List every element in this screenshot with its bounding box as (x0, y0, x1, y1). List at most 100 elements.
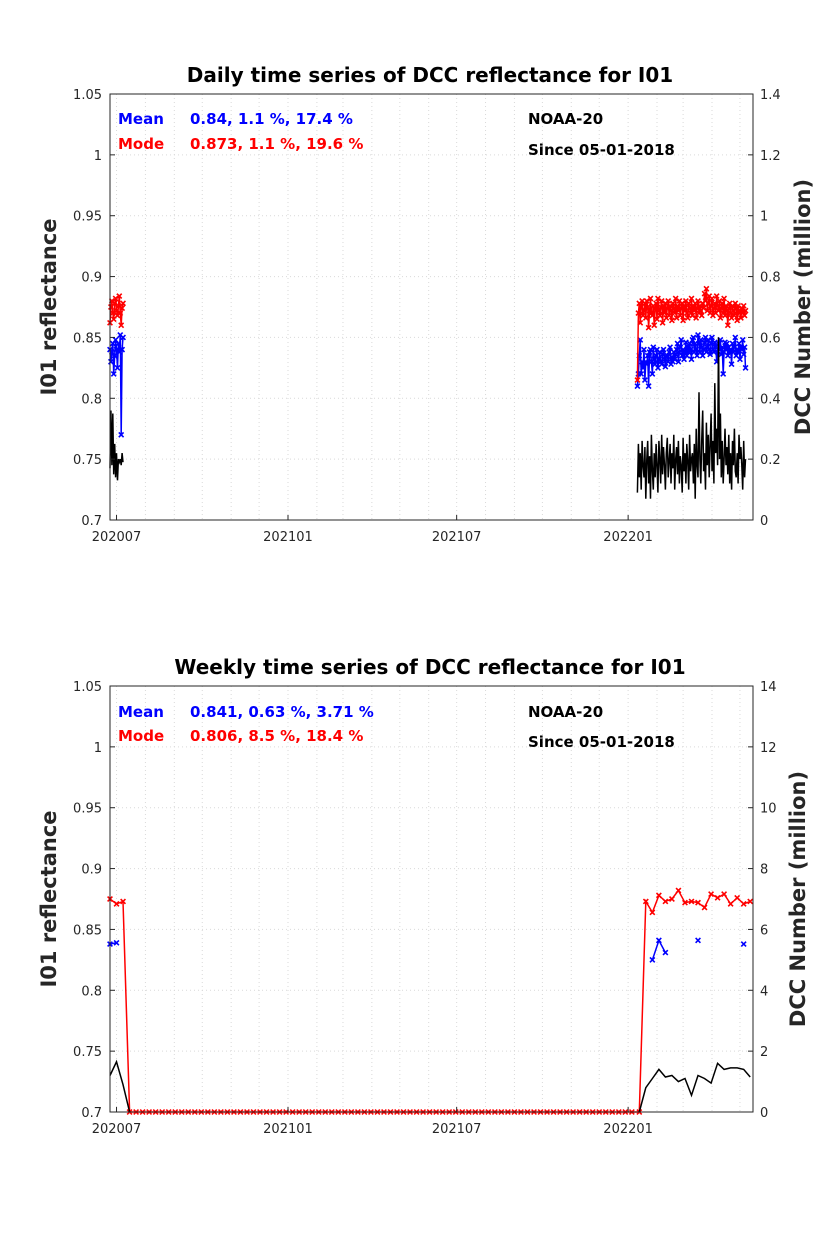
daily-mode-point (672, 295, 679, 302)
weekly-plot-frame (109, 685, 754, 1113)
daily-mean-point (707, 351, 714, 358)
daily-mode-label: Mode (118, 135, 164, 153)
daily-mean-point (697, 336, 704, 343)
daily-chart: Daily time series of DCC reflectance for… (37, 63, 815, 545)
daily-mean-point (740, 351, 747, 358)
weekly-x-tick-label: 202007 (92, 1122, 142, 1137)
daily-mode-point (642, 314, 649, 321)
weekly-y2-axis-label: DCC Number (million) (786, 771, 810, 1027)
weekly-x-tick-label: 202101 (263, 1122, 313, 1137)
daily-x-tick-label: 202007 (92, 530, 142, 545)
daily-y-tick-label: 1 (94, 149, 102, 164)
daily-mode-point (656, 312, 663, 319)
weekly-y2-tick-label: 12 (760, 741, 777, 756)
daily-y-axis-label: I01 reflectance (37, 218, 61, 395)
daily-mode-point (741, 312, 748, 319)
daily-mean-point (693, 346, 700, 353)
daily-mode-point (680, 317, 687, 324)
daily-y-tick-label: 0.9 (81, 271, 102, 286)
daily-mode-point (116, 293, 123, 300)
daily-y2-tick-label: 0.6 (760, 331, 781, 346)
daily-mode-point (724, 322, 731, 329)
weekly-mode-point (688, 898, 695, 905)
weekly-mode-point (727, 900, 734, 907)
weekly-y2-tick-label: 4 (760, 984, 768, 999)
daily-mean-point (643, 361, 650, 368)
weekly-y-tick-label: 1 (94, 741, 102, 756)
daily-mode-point (117, 310, 124, 317)
daily-y2-tick-label: 0.4 (760, 392, 781, 407)
daily-y2-tick-label: 0.2 (760, 453, 781, 468)
daily-mode-point (634, 377, 641, 383)
daily-y-tick-label: 0.85 (73, 331, 102, 346)
daily-mode-point (668, 317, 675, 324)
weekly-chart: Weekly time series of DCC reflectance fo… (37, 655, 810, 1137)
daily-mean-point (708, 340, 715, 347)
daily-mode-point (725, 305, 732, 312)
daily-mode-point (714, 302, 721, 309)
weekly-mode-point (708, 891, 715, 898)
daily-mean-point (683, 352, 690, 359)
daily-mean-point (723, 340, 730, 347)
daily-mean-point (687, 346, 694, 353)
weekly-y-tick-label: 1.05 (73, 680, 102, 695)
daily-mode-point (665, 297, 672, 304)
daily-mean-label: Mean (118, 110, 164, 128)
daily-mode-point (700, 305, 707, 312)
daily-mean-point (118, 431, 125, 438)
weekly-mode-point (721, 891, 728, 898)
daily-mean-point (736, 356, 743, 363)
daily-mode-point (674, 302, 681, 309)
daily-mean-point (115, 340, 122, 347)
daily-mode-point (671, 310, 678, 317)
daily-mode-point (721, 295, 728, 302)
daily-mode-point (666, 312, 673, 319)
daily-mode-point (709, 295, 715, 302)
weekly-since-label: Since 05-01-2018 (528, 733, 675, 751)
daily-dcc-number-line (109, 410, 124, 481)
daily-mean-point (641, 377, 648, 383)
daily-mean-point (649, 370, 656, 377)
daily-y2-tick-label: 1.4 (760, 88, 781, 103)
weekly-x-tick-label: 202107 (432, 1122, 482, 1137)
daily-mode-point (654, 295, 661, 302)
daily-x-tick-label: 202107 (432, 530, 482, 545)
daily-y2-axis-label: DCC Number (million) (791, 179, 815, 435)
weekly-y2-tick-label: 6 (760, 923, 768, 938)
daily-mean-point (638, 370, 645, 377)
weekly-mean-point (649, 956, 656, 963)
weekly-mean-point (113, 939, 120, 946)
daily-mean-point (701, 339, 708, 346)
weekly-mode-stats: 0.806, 8.5 %, 18.4 % (190, 727, 363, 745)
daily-mean-point (651, 356, 658, 363)
daily-mean-point (672, 351, 679, 358)
daily-mean-point (659, 351, 666, 358)
daily-mean-point (690, 334, 697, 341)
daily-mode-point (701, 290, 708, 297)
weekly-mean-point (655, 937, 662, 944)
weekly-dcc-number-line (109, 1059, 131, 1113)
daily-mode-point (115, 302, 122, 309)
daily-y-tick-label: 0.8 (81, 392, 102, 407)
daily-mode-point (686, 305, 693, 312)
weekly-dcc-number-line (638, 1061, 751, 1113)
daily-mean-point (111, 352, 118, 359)
weekly-y2-tick-label: 14 (760, 680, 777, 695)
daily-mode-point (677, 312, 684, 319)
daily-mode-point (722, 312, 729, 319)
daily-mode-stats: 0.873, 1.1 %, 19.6 % (190, 135, 363, 153)
daily-mean-point (644, 352, 651, 359)
daily-y2-tick-label: 1 (760, 210, 768, 225)
weekly-y2-tick-label: 10 (760, 802, 777, 817)
daily-mode-point (112, 295, 119, 302)
daily-dcc-number-line (636, 337, 747, 499)
weekly-mean-stats: 0.841, 0.63 %, 3.71 % (190, 703, 374, 721)
daily-mean-point (719, 344, 726, 351)
daily-satellite-label: NOAA-20 (528, 110, 603, 128)
daily-mode-point (717, 314, 724, 321)
daily-mode-point (111, 300, 118, 307)
daily-mode-point (670, 305, 677, 312)
daily-mode-point (109, 310, 116, 317)
daily-mean-point (658, 361, 665, 368)
